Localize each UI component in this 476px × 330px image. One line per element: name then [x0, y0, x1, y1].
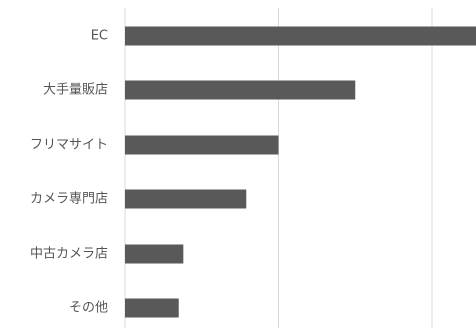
- category-label-0: EC: [91, 29, 108, 44]
- grid-layer: [124, 8, 433, 328]
- bar-4: [125, 244, 184, 264]
- category-label-2: フリマサイト: [30, 138, 108, 153]
- bar-layer: [125, 26, 476, 318]
- bar-3: [125, 189, 247, 209]
- bar-1: [125, 80, 356, 100]
- bar-0: [125, 26, 476, 46]
- category-label-1: 大手量販店: [43, 83, 108, 98]
- bar-2: [125, 135, 279, 155]
- category-label-4: 中古カメラ店: [30, 247, 108, 262]
- category-label-3: カメラ専門店: [30, 192, 108, 207]
- bar-5: [125, 298, 179, 318]
- category-label-5: その他: [69, 301, 108, 316]
